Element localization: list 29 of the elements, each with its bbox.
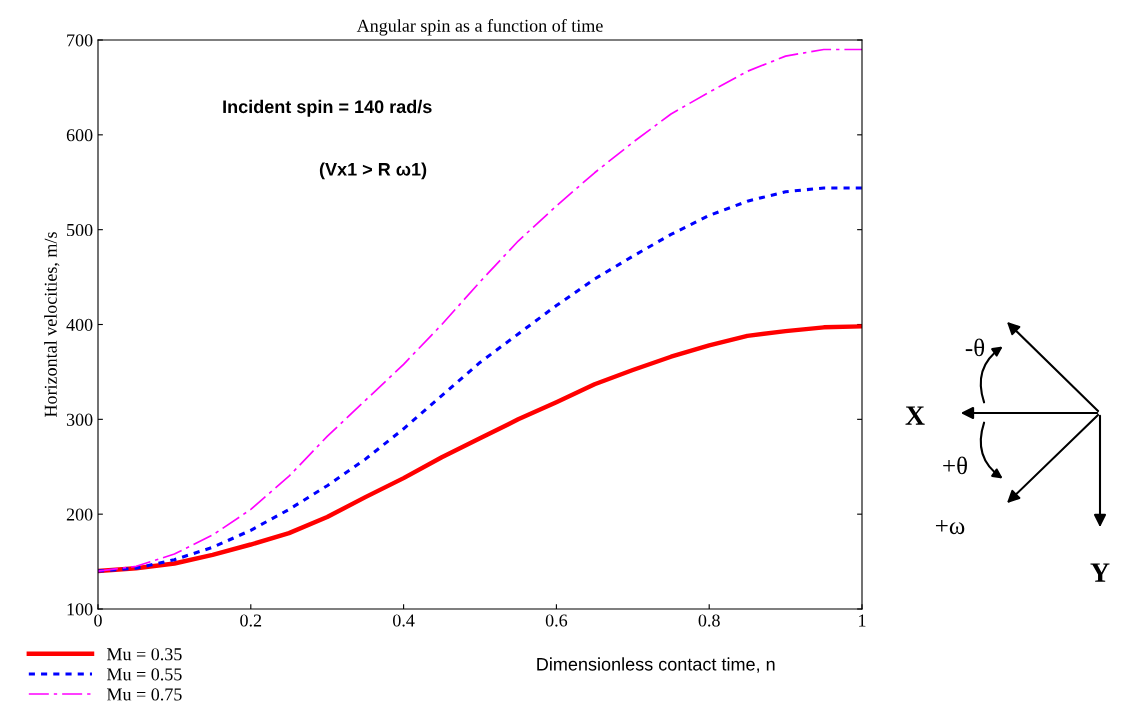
chart-title: Angular spin as a function of time <box>356 18 603 36</box>
text: +ω <box>935 519 965 535</box>
annotation: (Vx1 > R ω1) <box>319 162 427 180</box>
line-series <box>98 324 862 574</box>
y-axis-title: Horizontal velocities, m/s <box>44 232 60 417</box>
annotation: Incident spin = 140 rad/s <box>223 99 432 117</box>
y-tick-label: 500 <box>67 223 93 237</box>
x-tick-label: 0 <box>94 614 102 627</box>
x-tick-label: 0.6 <box>545 614 568 627</box>
line-series <box>98 186 862 573</box>
x-tick-label: 0.8 <box>698 614 720 627</box>
text: X <box>905 406 925 425</box>
y-tick-label: 200 <box>66 508 93 521</box>
y-tick-label: 400 <box>66 318 93 331</box>
legend-label: Mu = 0.35 <box>106 648 182 661</box>
text: -θ <box>965 338 985 357</box>
x-tick-label: 1 <box>859 614 866 627</box>
legend-label: Mu = 0.55 <box>106 668 182 681</box>
text: +θ <box>943 456 967 475</box>
x-tick-label: 0.2 <box>240 614 262 627</box>
y-tick-label: 100 <box>67 603 93 616</box>
line-series <box>98 48 862 572</box>
x-tick-label: 0.4 <box>393 614 415 627</box>
legend-label: Mu = 0.75 <box>106 688 182 701</box>
text: Y <box>1090 563 1110 582</box>
x-axis-title: Dimensionless contact time, n <box>537 657 775 673</box>
y-tick-label: 700 <box>67 34 93 47</box>
y-tick-label: 300 <box>66 413 93 426</box>
y-tick-label: 600 <box>66 129 93 142</box>
